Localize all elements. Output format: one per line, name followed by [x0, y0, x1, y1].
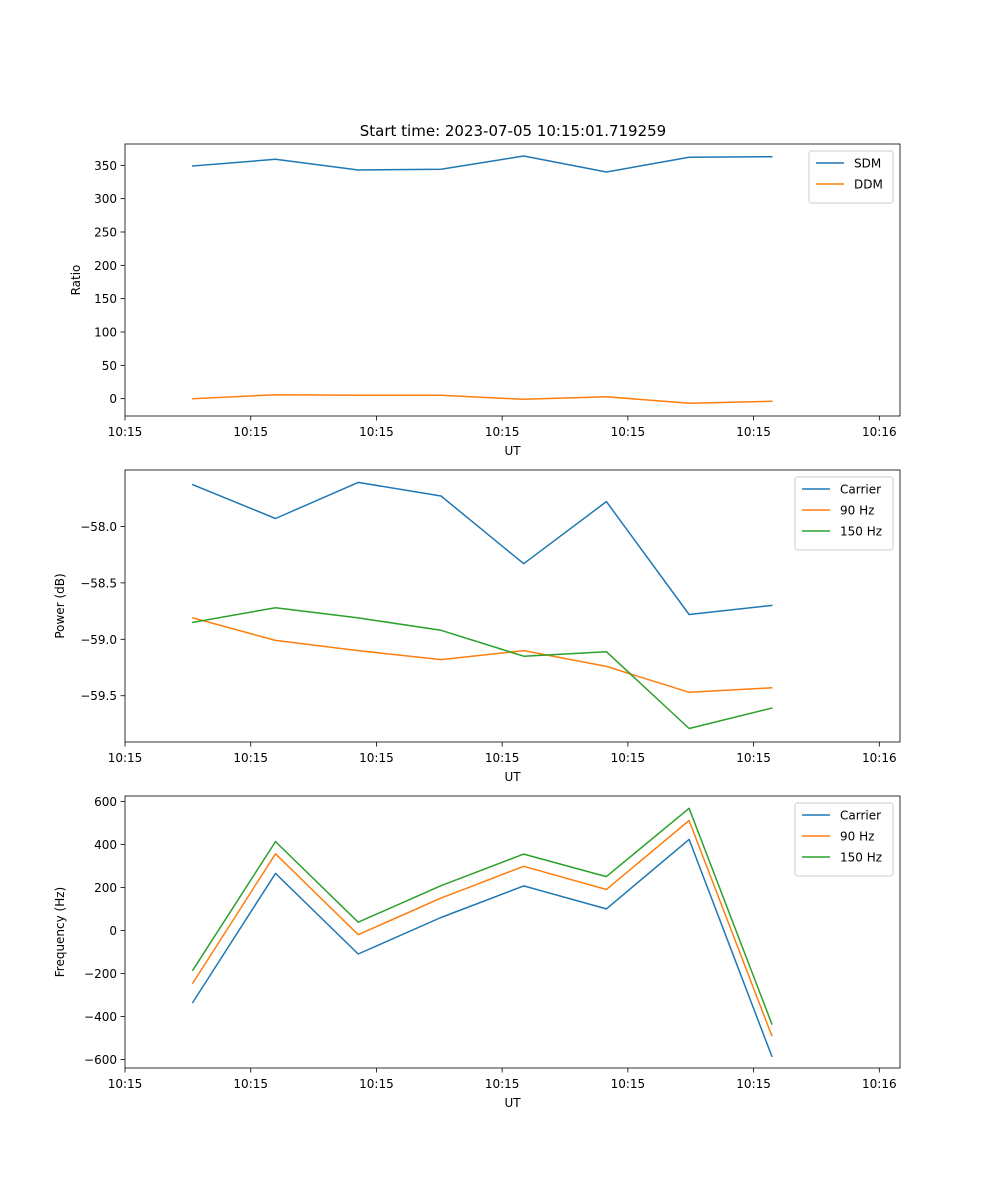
ratio-x-tick-label: 10:16 — [862, 425, 897, 439]
power-x-axis-label: UT — [504, 770, 521, 784]
ratio-y-tick-label: 200 — [94, 259, 117, 273]
ratio-legend-box — [808, 150, 894, 204]
power-axes-frame — [124, 469, 901, 743]
frequency-series-carrier-line — [191, 838, 773, 1058]
ratio-y-tick-label: 50 — [102, 359, 117, 373]
power-x-tick-label: 10:15 — [233, 751, 268, 765]
ratio-series-ddm-line — [192, 393, 773, 405]
frequency-y-tick-label: 600 — [94, 795, 117, 809]
ratio-x-tick-label: 10:15 — [108, 425, 143, 439]
frequency-series-90-hz-line — [191, 819, 773, 1037]
frequency-x-axis-label: UT — [504, 1096, 521, 1110]
ratio-x-tick-label: 10:15 — [611, 425, 646, 439]
power-x-tick-label: 10:15 — [359, 751, 394, 765]
power-x-tick-label: 10:16 — [862, 751, 897, 765]
ratio-legend-label-sdm: SDM — [854, 157, 881, 171]
ratio-y-tick-label: 150 — [94, 292, 117, 306]
power-legend: Carrier 90 Hz 150 Hz — [794, 476, 894, 551]
power-legend-label-carrier: Carrier — [840, 483, 881, 497]
power-series-carrier-line — [191, 481, 773, 616]
power-y-tick-label: −59.5 — [80, 689, 117, 703]
frequency-y-tick-label: −400 — [84, 1010, 117, 1024]
power-x-tick-label: 10:15 — [108, 751, 143, 765]
ratio-y-tick-label: 100 — [94, 326, 117, 340]
frequency-x-tick-label: 10:15 — [611, 1077, 646, 1091]
frequency-y-axis-label: Frequency (Hz) — [53, 887, 67, 978]
frequency-legend-label-90-hz: 90 Hz — [840, 830, 874, 844]
ratio-x-tick-label: 10:15 — [485, 425, 520, 439]
frequency-axes-frame — [124, 795, 901, 1069]
frequency-legend-label-150-hz: 150 Hz — [840, 851, 882, 865]
ratio-legend: SDM DDM — [808, 150, 894, 204]
frequency-x-tick-label: 10:15 — [485, 1077, 520, 1091]
ratio-y-axis-label: Ratio — [69, 265, 83, 296]
power-y-tick-label: −58.5 — [80, 576, 117, 590]
frequency-x-tick-label: 10:15 — [736, 1077, 771, 1091]
panel-power: 10:15 10:15 10:15 10:15 10:15 10:15 10:16 −58.0… — [53, 469, 901, 784]
power-y-tick-label: −59.0 — [80, 633, 117, 647]
power-legend-label-90-hz: 90 Hz — [840, 504, 874, 518]
power-y-axis-label: Power (dB) — [53, 573, 67, 638]
frequency-legend-label-carrier: Carrier — [840, 809, 881, 823]
frequency-y-tick-label: 400 — [94, 838, 117, 852]
ratio-x-tick-label: 10:15 — [736, 425, 771, 439]
ratio-y-tick-label: 0 — [109, 392, 117, 406]
power-series-150-hz-line — [191, 606, 773, 730]
frequency-y-tick-label: 0 — [109, 924, 117, 938]
figure-title: Start time: 2023-07-05 10:15:01.719259 — [360, 122, 666, 140]
frequency-y-tick-label: 200 — [94, 881, 117, 895]
frequency-x-tick-label: 10:15 — [233, 1077, 268, 1091]
panel-ratio: 10:15 10:15 10:15 10:15 10:15 10:15 10:16 0 50 10… — [69, 143, 901, 458]
frequency-x-tick-label: 10:15 — [108, 1077, 143, 1091]
power-series-90-hz-line — [191, 616, 773, 694]
ratio-y-tick-label: 300 — [94, 192, 117, 206]
power-x-tick-label: 10:15 — [611, 751, 646, 765]
ratio-axes-frame — [124, 143, 901, 417]
frequency-series-150-hz-line — [191, 807, 773, 1025]
ratio-x-axis-label: UT — [504, 444, 521, 458]
frequency-x-tick-label: 10:16 — [862, 1077, 897, 1091]
ratio-y-tick-label: 350 — [94, 159, 117, 173]
power-x-tick-label: 10:15 — [485, 751, 520, 765]
frequency-x-tick-label: 10:15 — [359, 1077, 394, 1091]
frequency-legend: Carrier 90 Hz 150 Hz — [794, 802, 894, 877]
frequency-y-tick-label: −600 — [84, 1053, 117, 1067]
panel-frequency: 10:15 10:15 10:15 10:15 10:15 10:15 10:16 −600 −… — [53, 795, 901, 1110]
power-y-tick-label: −58.0 — [80, 520, 117, 534]
power-legend-label-150-hz: 150 Hz — [840, 525, 882, 539]
power-x-tick-label: 10:15 — [736, 751, 771, 765]
ratio-series-sdm-line — [191, 155, 773, 173]
frequency-y-tick-label: −200 — [84, 967, 117, 981]
ratio-x-tick-label: 10:15 — [359, 425, 394, 439]
ratio-y-tick-label: 250 — [94, 226, 117, 240]
ratio-legend-label-ddm: DDM — [854, 178, 883, 192]
ratio-x-tick-label: 10:15 — [233, 425, 268, 439]
